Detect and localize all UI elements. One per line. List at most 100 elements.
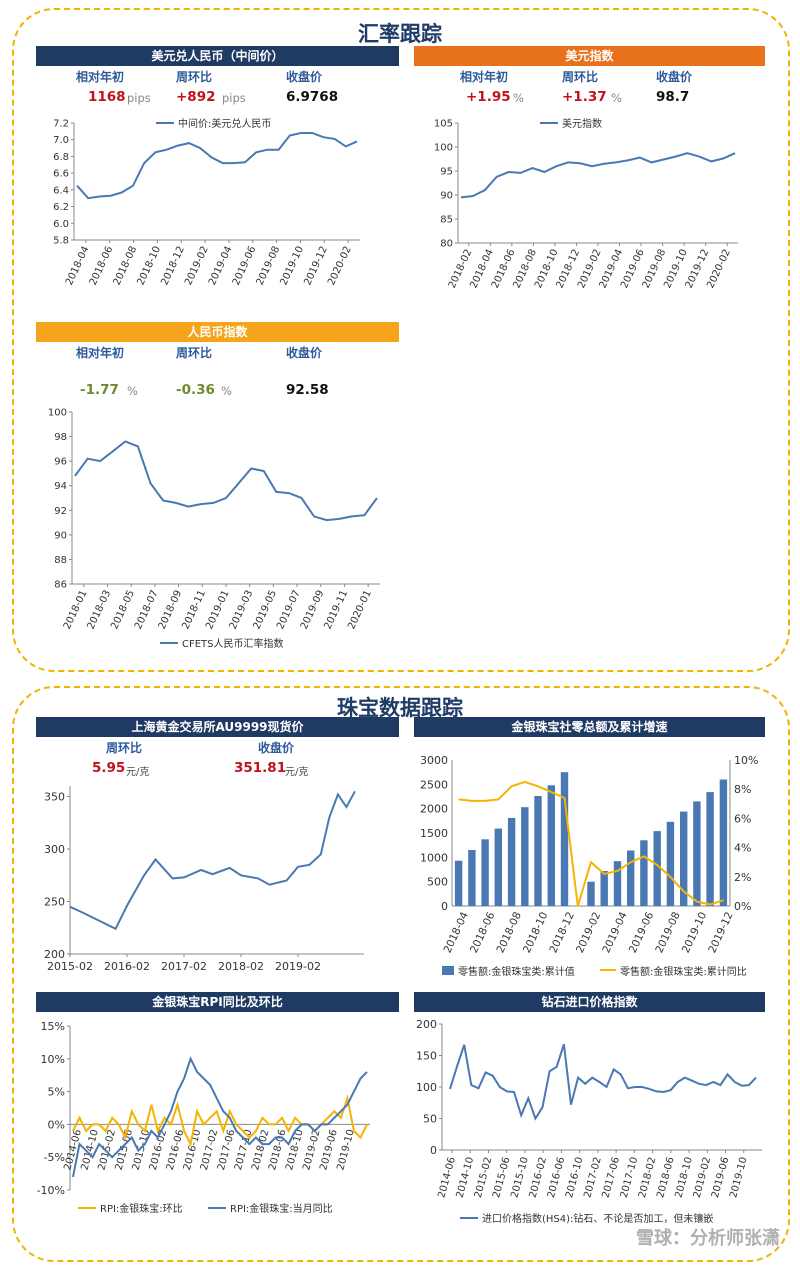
usdcny-header: 美元兑人民币（中间价） (36, 46, 399, 66)
diamond-header: 钻石进口价格指数 (414, 992, 765, 1012)
y-tick-label: 88 (54, 555, 67, 566)
x-tick-label: 2019-06 (627, 910, 657, 955)
rpi-header: 金银珠宝RPI同比及环比 (36, 992, 399, 1012)
y-tick-label: 6.6 (53, 169, 69, 180)
x-tick-label: 2020-02 (326, 245, 354, 288)
x-tick-label: 2018-06 (468, 910, 498, 955)
cny-wow-value: -0.36 (176, 382, 215, 398)
retail-bar (706, 792, 714, 906)
y-tick-label: 0% (48, 1118, 65, 1131)
y-tick-label: 300 (44, 843, 65, 856)
retail-header: 金银珠宝社零总额及累计增速 (414, 717, 765, 737)
usdcny-close-value: 6.9768 (286, 89, 339, 105)
x-tick-label: 2019-04 (600, 910, 630, 955)
y-tick-label: 6.4 (53, 185, 69, 196)
cny-close-value: 92.58 (286, 382, 329, 398)
y-tick-label: 90 (54, 530, 67, 541)
usdcny-chart: 5.86.06.26.46.66.87.07.22018-042018-0620… (53, 117, 360, 288)
x-tick-label: 2019-08 (653, 910, 682, 955)
x-tick-label: 2018-10 (521, 910, 550, 955)
legend-label: 进口价格指数(HS4):钻石、不论是否加工，但未镶嵌 (482, 1212, 713, 1225)
retail-bar (468, 850, 476, 906)
usdcny-wow-unit: pips (222, 91, 246, 105)
gold-wow-label: 周环比 (106, 741, 143, 755)
x-tick-label: 2017-02 (161, 960, 207, 973)
cny-index-chart: 868890929496981002018-012018-032018-0520… (48, 408, 380, 650)
cny-ytd-value: -1.77 (80, 382, 119, 398)
retail-bar (600, 871, 608, 906)
y-tick-label: 3000 (420, 754, 448, 767)
dxy-close-label: 收盘价 (656, 70, 693, 84)
series-line-1 (74, 440, 378, 522)
usdcny-close-label: 收盘价 (286, 70, 323, 84)
y-tick-label: 100 (416, 1081, 437, 1094)
y-tick-label: 98 (54, 432, 67, 443)
usdcny-ytd-value: 1168 (88, 89, 126, 105)
y2-tick-label: 8% (734, 783, 751, 796)
y-tick-label: -5% (44, 1151, 65, 1164)
cny-wow-unit: % (221, 384, 232, 398)
x-tick-label: 2018-04 (64, 245, 92, 288)
x-tick-label: 2019-02 (574, 910, 603, 955)
x-tick-label: 2018-06 (88, 245, 116, 288)
retail-bar (481, 839, 489, 906)
rpi-chart: -10%-5%0%5%10%15%2014-062014-102015-0220… (37, 1020, 370, 1215)
y-tick-label: 5.8 (53, 236, 69, 247)
dxy-ytd-value: +1.95 (466, 89, 511, 105)
legend-label: CFETS人民币汇率指数 (182, 637, 284, 650)
x-tick-label: 2018-10 (136, 245, 164, 288)
y2-tick-label: 6% (734, 812, 751, 825)
retail-bar (560, 772, 569, 906)
legend-label: 零售额:金银珠宝类:累计值 (458, 965, 575, 978)
jewelry-section-frame (12, 686, 790, 1262)
legend-label: RPI:金银珠宝:环比 (100, 1202, 183, 1215)
y-tick-label: 90 (440, 191, 453, 202)
legend-swatch (442, 966, 454, 975)
y-tick-label: 105 (434, 119, 453, 130)
retail-bar (534, 796, 542, 906)
gold-wow-unit: 元/克 (126, 767, 150, 778)
gold-close-label: 收盘价 (258, 741, 295, 755)
dxy-wow-unit: % (611, 91, 622, 105)
y-tick-label: -10% (37, 1184, 65, 1197)
x-tick-label: 2018-12 (547, 910, 576, 955)
y-tick-label: 350 (44, 791, 65, 804)
gold-chart: 200 250 300 350 2015-02 2016-02 2017-02 2018-02… (44, 786, 364, 973)
gold-header: 上海黄金交易所AU9999现货价 (36, 717, 399, 737)
x-tick-label: 2020-01 (346, 589, 374, 632)
x-tick-label: 2019-12 (706, 910, 735, 955)
x-tick-label: 2019-06 (231, 245, 259, 288)
y-tick-label: 15% (41, 1020, 65, 1033)
retail-bar (547, 785, 555, 906)
y-tick-label: 0 (441, 900, 448, 913)
watermark: 雪球：分析师张潇 (636, 1228, 780, 1249)
y-tick-label: 7.2 (53, 119, 69, 130)
y-tick-label: 7.0 (53, 135, 69, 146)
jewelry-section-title: 珠宝数据跟踪 (0, 692, 800, 722)
retail-bar (521, 807, 529, 906)
cny-wow-label: 周环比 (176, 346, 213, 360)
rpi-series-2 (72, 1056, 368, 1178)
y-tick-label: 5% (48, 1086, 65, 1099)
dxy-wow-label: 周环比 (562, 70, 599, 84)
dxy-ytd-label: 相对年初 (460, 70, 509, 84)
retail-bar (494, 828, 502, 906)
retail-bar (640, 840, 648, 906)
y-tick-label: 6.8 (53, 152, 69, 163)
y2-tick-label: 10% (734, 754, 758, 767)
x-tick-label: 2018-12 (159, 245, 187, 288)
x-tick-label: 2019-10 (680, 910, 709, 955)
y-tick-label: 200 (44, 948, 65, 961)
x-tick-label: 2019-02 (183, 245, 211, 288)
y-tick-label: 80 (440, 239, 453, 250)
x-tick-label: 2018-08 (112, 245, 140, 288)
y-tick-label: 1000 (420, 851, 448, 864)
y-tick-label: 6.2 (53, 202, 69, 213)
y-tick-label: 0 (430, 1144, 437, 1157)
legend-label: 美元指数 (562, 117, 602, 130)
y-tick-label: 96 (54, 457, 67, 468)
x-tick-label: 2015-02 (47, 960, 93, 973)
legend-label: 中间价:美元兑人民币 (178, 117, 271, 130)
diamond-chart: 0501001502002014-062014-102015-022015-06… (416, 1018, 762, 1225)
series-line-1 (460, 152, 736, 199)
